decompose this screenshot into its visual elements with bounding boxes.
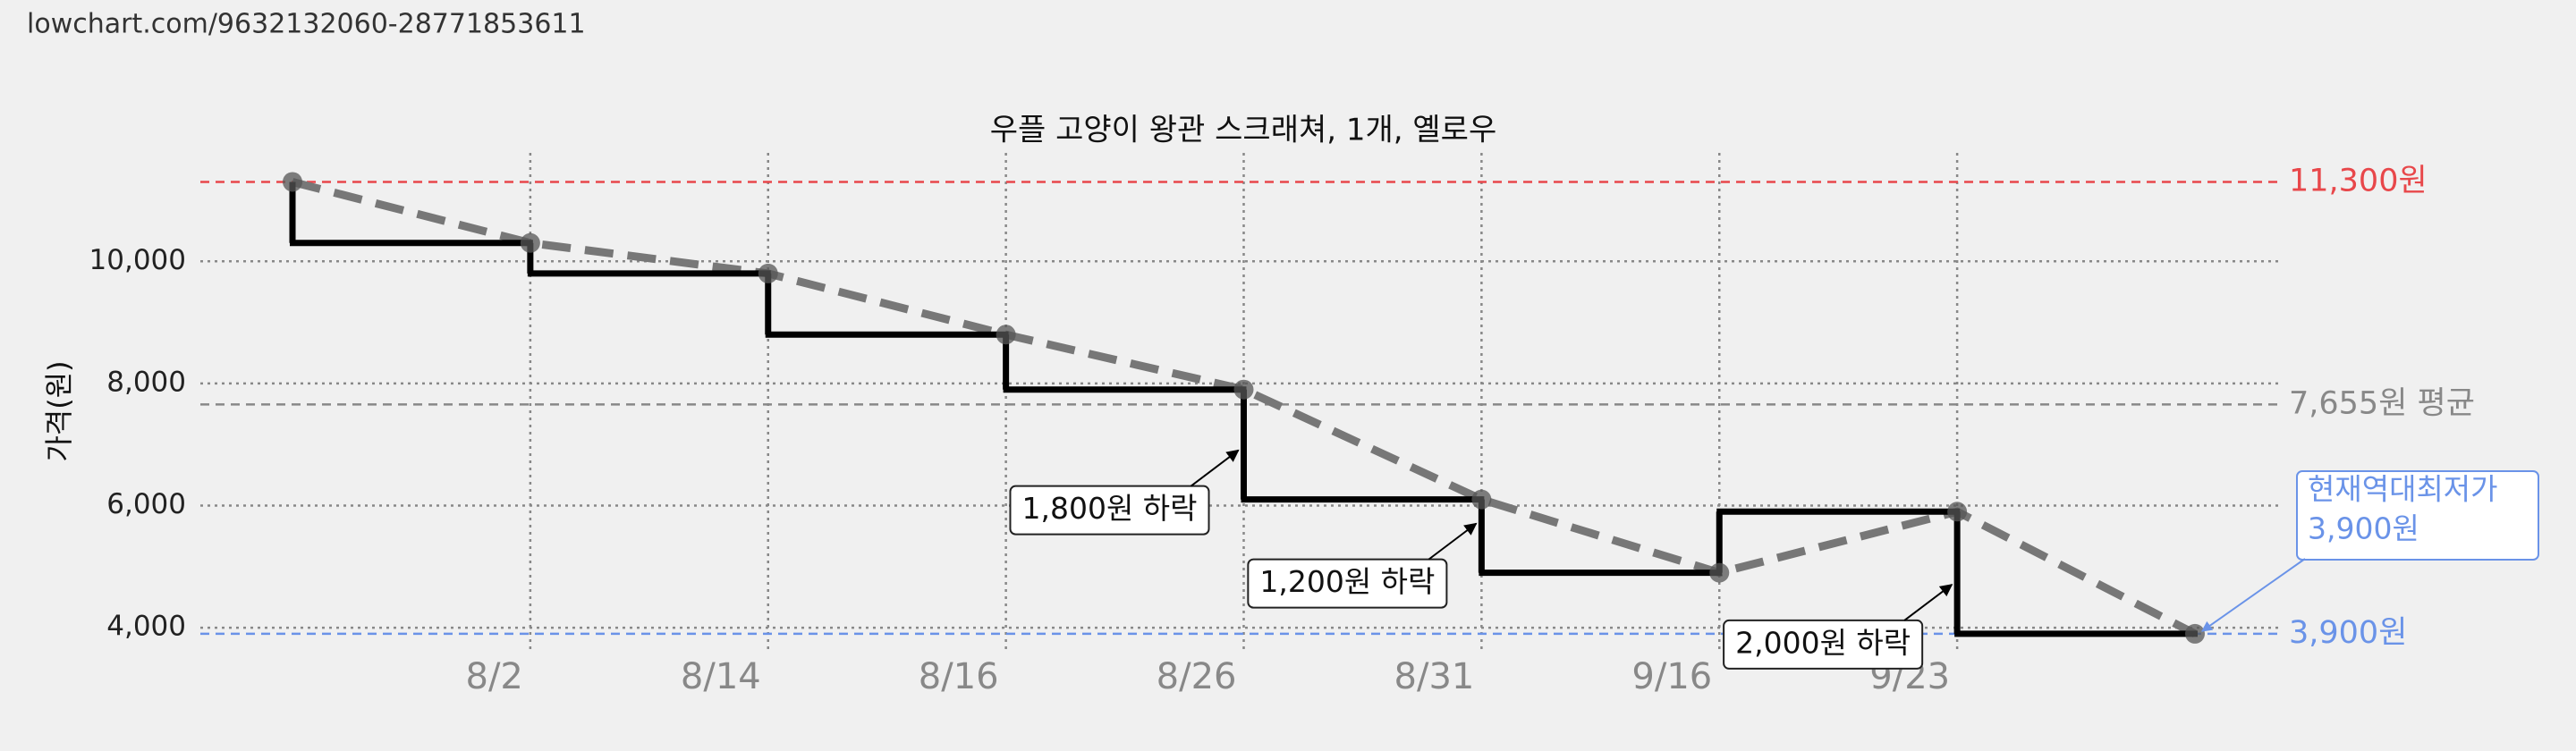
data-point: [520, 232, 540, 253]
y-tick-label: 10,000: [89, 244, 186, 276]
y-axis-label: 가격(원): [42, 360, 76, 461]
annotation-box: [1009, 485, 1210, 536]
annotation-box: [1723, 619, 1924, 670]
callout-arrow: [2201, 558, 2306, 632]
x-tick-label: 8/2: [466, 656, 523, 697]
annotation: 1,200원 하락: [1247, 522, 1478, 609]
callout-text: 현재역대최저가: [2308, 472, 2498, 507]
annotation-arrow: [1903, 584, 1953, 621]
annotation-arrow: [1190, 449, 1240, 487]
callout-text: 3,900원: [2308, 511, 2419, 546]
annotation-box: [1247, 558, 1448, 609]
reference-label: 3,900원: [2289, 615, 2407, 651]
x-tick-label: 8/26: [1157, 656, 1237, 697]
data-point: [283, 172, 302, 192]
x-tick-label: 8/31: [1394, 656, 1475, 697]
annotation-text: 1,200원 하락: [1259, 564, 1435, 599]
data-point: [1471, 489, 1492, 510]
data-point: [1233, 379, 1254, 400]
x-tick-label: 8/14: [681, 656, 761, 697]
chart-title: 우플 고양이 왕관 스크래쳐, 1개, 옐로우: [990, 113, 1496, 148]
data-point: [1709, 562, 1730, 583]
callout-box: [2296, 470, 2539, 561]
annotation-arrow: [1428, 522, 1478, 561]
annotation: 1,800원 하락: [1009, 449, 1240, 536]
x-tick-label: 9/16: [1631, 656, 1712, 697]
page-url: lowchart.com/9632132060-28771853611: [27, 9, 586, 40]
annotation: 2,000원 하락: [1723, 584, 1953, 670]
data-point: [2185, 623, 2205, 644]
y-tick-label: 8,000: [106, 366, 186, 398]
data-point: [996, 325, 1016, 345]
data-point: [1947, 502, 1968, 522]
reference-label: 11,300원: [2289, 163, 2428, 198]
annotation-text: 2,000원 하락: [1735, 625, 1911, 660]
y-tick-label: 4,000: [106, 611, 186, 643]
x-tick-label: 8/16: [919, 656, 999, 697]
trend-line: [291, 178, 2198, 637]
data-point: [758, 263, 778, 283]
y-tick-label: 6,000: [106, 488, 186, 520]
annotation-text: 1,800원 하락: [1021, 491, 1197, 526]
reference-label: 7,655원 평균: [2289, 385, 2475, 421]
